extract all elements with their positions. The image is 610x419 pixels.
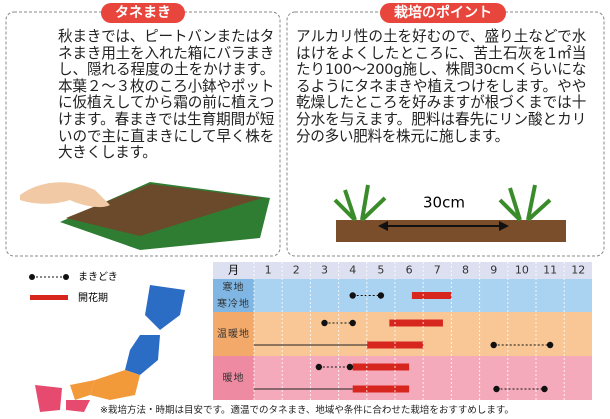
- region-label-cell: [213, 356, 254, 400]
- sowing-body: 秋まきでは、ピートバンまたはタネまき用土を入れた箱にバラまきし、隠れる程度の土を…: [58, 28, 274, 162]
- sow-end: [541, 385, 548, 393]
- month-label: 4: [349, 264, 356, 277]
- bloom-bar: [352, 385, 410, 393]
- japan-map: [35, 285, 185, 412]
- region-label: 温暖地: [217, 327, 250, 340]
- month-label: 2: [293, 264, 300, 277]
- calendar-header: [213, 262, 592, 279]
- month-label: 10: [515, 264, 529, 277]
- spacing-label: 30cm: [423, 194, 465, 212]
- tips-body: アルカリ性の土を好むので、盛り土などで水はけをよくしたところに、苦土石灰を1㎡当…: [296, 28, 586, 145]
- bloom-bar: [389, 319, 443, 327]
- region-label-cell: [213, 279, 254, 312]
- sow-start: [349, 292, 356, 299]
- legend-bloom: 開花期: [78, 291, 108, 304]
- bloom-bar: [411, 292, 452, 299]
- sow-end: [546, 341, 554, 349]
- sow-start: [493, 385, 500, 393]
- month-label: 12: [571, 264, 585, 277]
- month-label: 3: [321, 264, 328, 277]
- sowing-title: タネまき: [101, 3, 185, 23]
- month-header: 月: [228, 264, 239, 277]
- footnote: ※栽培方法・時期は目安です。適温でのタネまき、地域や条件に合わせた栽培をおすすめ…: [100, 405, 514, 416]
- month-label: 1: [265, 264, 272, 277]
- sow-start: [490, 341, 497, 349]
- region-label: 寒冷地: [217, 297, 250, 310]
- tips-title: 栽培のポイント: [380, 3, 506, 23]
- legend-sow: まきどき: [78, 271, 118, 283]
- sow-end: [349, 319, 356, 327]
- region-label-cell: [213, 312, 254, 356]
- bloom-bar: [366, 341, 424, 349]
- region-label: 寒地: [223, 280, 245, 293]
- plants-illustration: 30cm: [333, 184, 566, 242]
- bloom-bar: [352, 363, 410, 371]
- sow-start: [315, 363, 323, 371]
- sowing-box: [5, 11, 281, 257]
- sow-end: [346, 363, 354, 371]
- month-label: 7: [434, 264, 441, 277]
- month-label: 8: [462, 264, 469, 277]
- legend: まきどき 開花期: [29, 271, 118, 304]
- tray-illustration: [20, 182, 270, 250]
- sow-end: [377, 292, 385, 299]
- month-label: 5: [377, 264, 384, 277]
- sow-start: [321, 319, 328, 327]
- month-label: 9: [490, 264, 497, 277]
- region-label: 暖地: [223, 371, 245, 384]
- month-label: 11: [543, 264, 557, 277]
- month-label: 6: [406, 264, 413, 277]
